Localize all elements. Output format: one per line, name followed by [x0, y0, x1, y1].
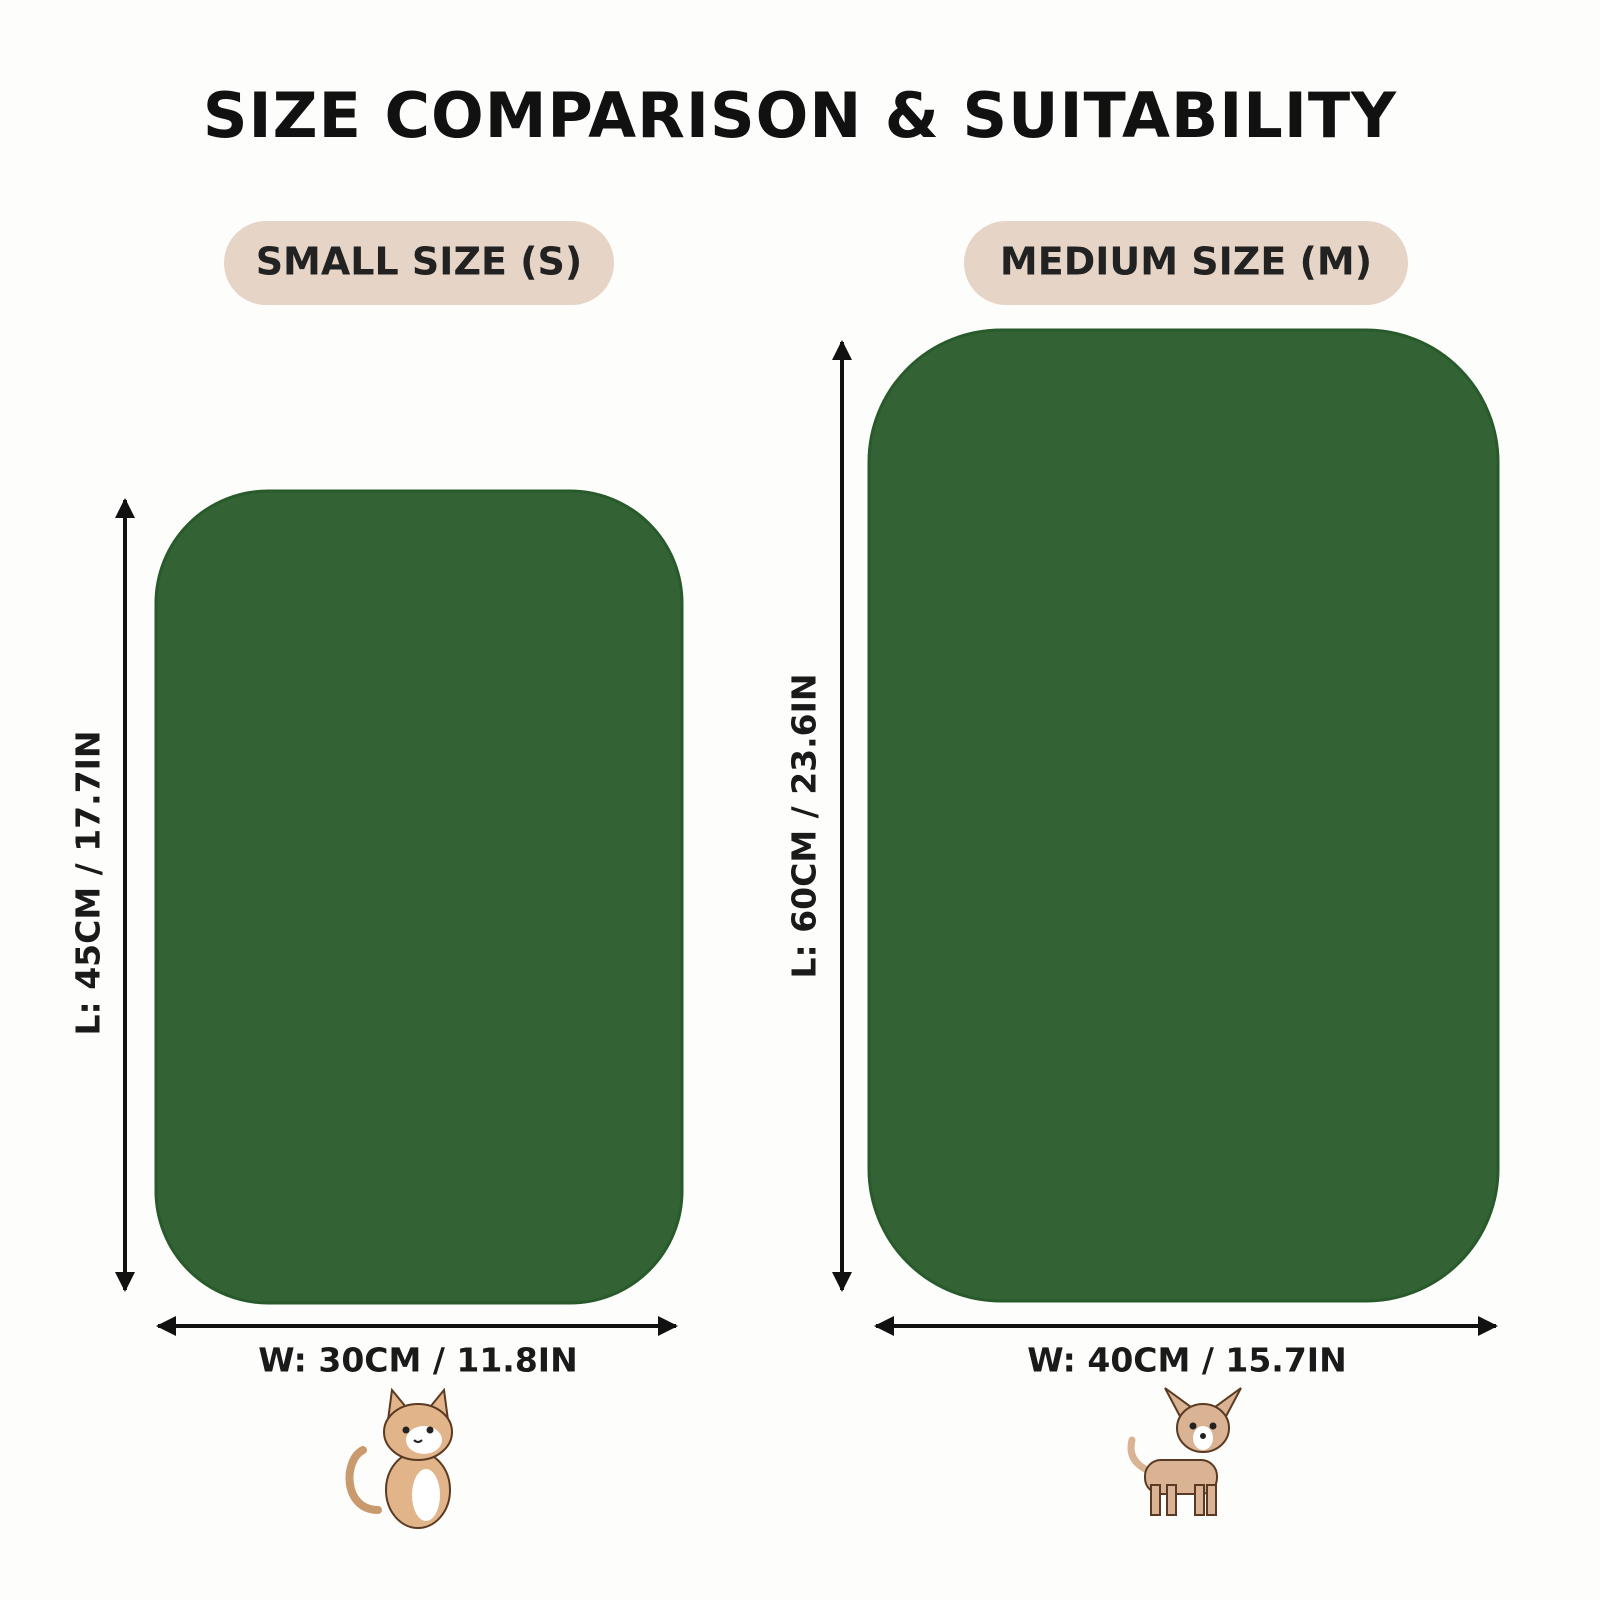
size-badge — [224, 221, 614, 305]
width-label: W: 40CM / 15.7IN — [1027, 1341, 1346, 1380]
title: SIZE COMPARISON & SUITABILITY — [203, 79, 1397, 152]
mat-small — [154, 489, 684, 1305]
cat-icon — [345, 1387, 453, 1529]
mat-medium — [867, 328, 1500, 1303]
size-badge — [964, 221, 1408, 305]
size-label: SMALL SIZE (S) — [256, 240, 583, 284]
size-label: MEDIUM SIZE (M) — [1000, 240, 1372, 284]
dog-icon — [1127, 1387, 1242, 1516]
length-label: L: 45CM / 17.7IN — [69, 730, 108, 1035]
width-label: W: 30CM / 11.8IN — [258, 1341, 577, 1380]
length-label: L: 60CM / 23.6IN — [785, 673, 824, 978]
